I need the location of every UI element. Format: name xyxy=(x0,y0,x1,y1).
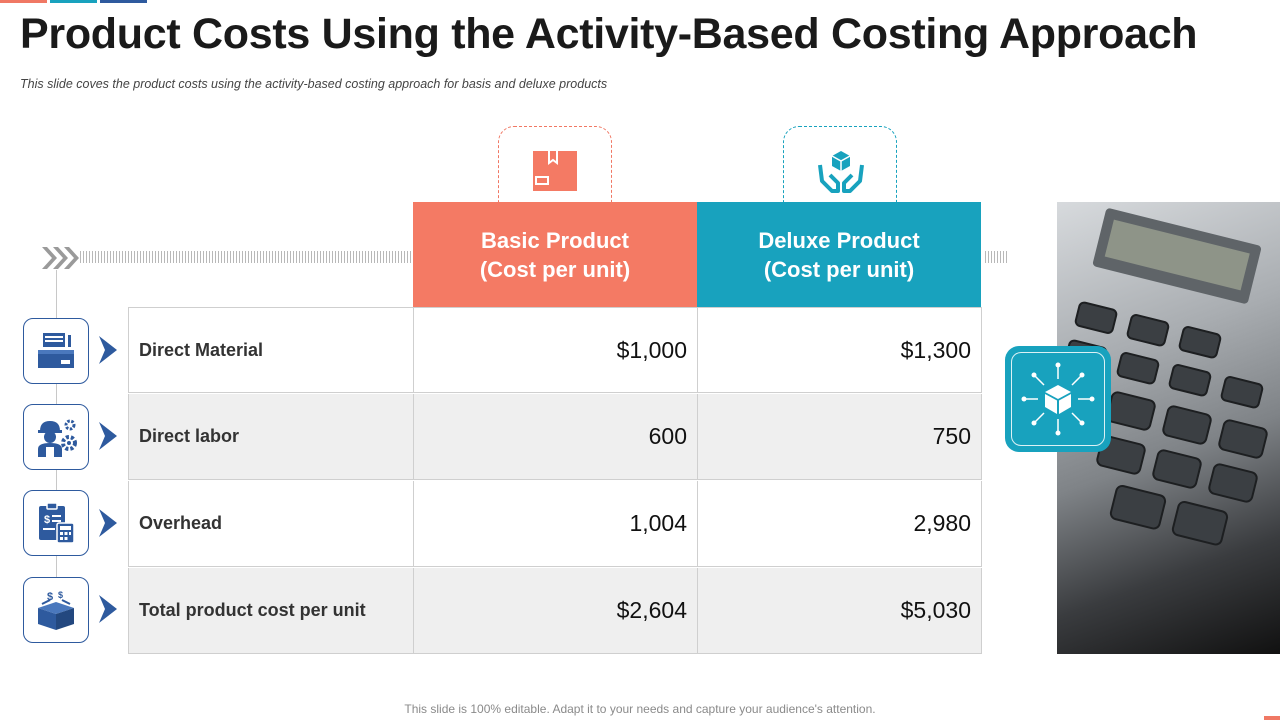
page-subtitle: This slide coves the product costs using… xyxy=(20,77,608,91)
basic-cost-cell: $1,000 xyxy=(414,308,698,392)
direct-labor-icon-badge xyxy=(23,404,89,470)
header-deluxe-product: Deluxe Product (Cost per unit) xyxy=(697,202,981,307)
top-accent-bar-coral xyxy=(0,0,47,3)
cube-network-icon xyxy=(1021,362,1095,436)
basic-cost-cell: 1,004 xyxy=(414,481,698,566)
deluxe-product-icon-frame xyxy=(783,126,897,202)
row-arrow-icon xyxy=(99,509,117,537)
table-row: Overhead 1,004 2,980 xyxy=(128,481,982,567)
row-arrow-icon xyxy=(99,336,117,364)
corner-accent xyxy=(1264,716,1280,720)
deluxe-cost-cell: 750 xyxy=(932,423,971,449)
overhead-icon-badge: $ xyxy=(23,490,89,556)
table-row: Direct labor 600 750 xyxy=(128,394,982,480)
table-row: Direct Material $1,000 $1,300 xyxy=(128,307,982,393)
row-label: Direct labor xyxy=(129,394,414,479)
hatched-guide-line-end xyxy=(985,251,1007,263)
clipboard-calculator-icon: $ xyxy=(39,502,75,544)
worker-gears-icon xyxy=(38,419,77,457)
deluxe-cost-cell: $5,030 xyxy=(900,597,971,623)
hatched-guide-line xyxy=(80,251,412,263)
deluxe-cost-cell: 2,980 xyxy=(913,510,971,536)
row-label: Direct Material xyxy=(129,308,414,392)
direct-material-icon-badge xyxy=(23,318,89,384)
header-deluxe-line2: (Cost per unit) xyxy=(763,256,915,282)
row-arrow-icon xyxy=(99,422,117,450)
footer-note: This slide is 100% editable. Adapt it to… xyxy=(404,702,876,716)
row-label: Overhead xyxy=(129,481,414,566)
chevrons-icon xyxy=(42,247,79,269)
row-label: Total product cost per unit xyxy=(129,568,414,653)
svg-text:$: $ xyxy=(58,590,63,600)
materials-icon xyxy=(38,333,74,368)
basic-product-icon-frame xyxy=(498,126,612,202)
cube-network-badge-inner xyxy=(1011,352,1105,446)
basic-cost-cell: $2,604 xyxy=(414,568,698,653)
basic-cost-cell: 600 xyxy=(414,394,698,479)
total-cost-icon-badge: $ $ xyxy=(23,577,89,643)
top-accent-bar-teal xyxy=(50,0,97,3)
cube-network-badge xyxy=(1005,346,1111,452)
money-box-icon: $ $ xyxy=(38,590,74,630)
page-title: Product Costs Using the Activity-Based C… xyxy=(20,10,1198,58)
header-basic-line2: (Cost per unit) xyxy=(479,256,631,282)
svg-text:$: $ xyxy=(47,591,53,603)
header-basic-product: Basic Product (Cost per unit) xyxy=(413,202,697,307)
header-deluxe-line1: Deluxe Product xyxy=(758,227,920,253)
top-accent-bar-navy xyxy=(100,0,147,3)
product-box-icon xyxy=(533,151,577,191)
table-row-total: Total product cost per unit $2,604 $5,03… xyxy=(128,568,982,654)
deluxe-cost-cell: $1,300 xyxy=(900,336,971,363)
hands-cube-icon xyxy=(818,151,864,193)
header-basic-line1: Basic Product xyxy=(481,227,629,253)
svg-text:$: $ xyxy=(44,514,50,526)
row-arrow-icon xyxy=(99,595,117,623)
